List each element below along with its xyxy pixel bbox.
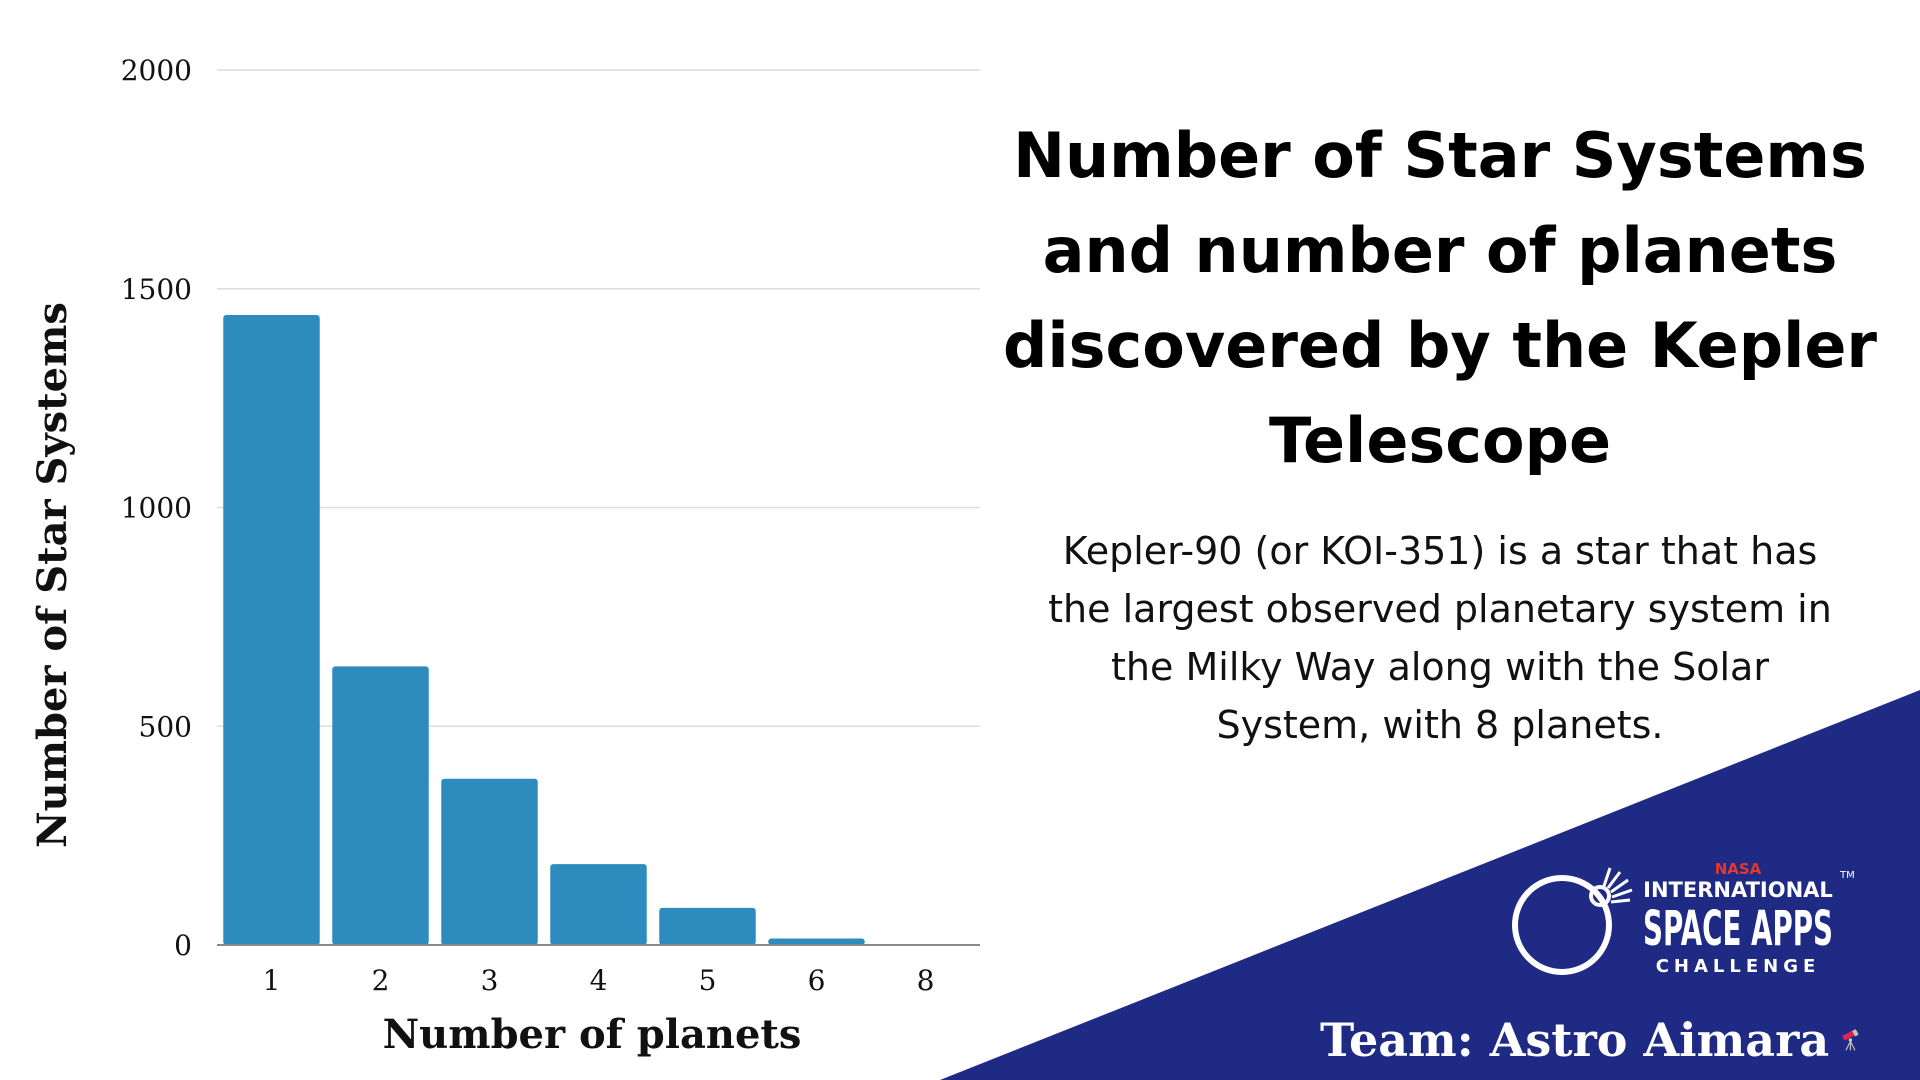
gridlines (217, 69, 980, 727)
x-tick-label: 4 (590, 964, 608, 997)
description-text: Kepler-90 (or KOI-351) is a star that ha… (1048, 529, 1832, 747)
x-tick-label: 6 (808, 964, 826, 997)
bars (223, 315, 974, 945)
logo-nasa: NASA (1715, 860, 1762, 878)
y-tick-label: 500 (139, 710, 192, 743)
bar-chart: 0 500 1000 1500 2000 1 2 3 4 5 6 8 Number of plane… (29, 54, 980, 1058)
page-title: Number of Star Systems and number of pla… (1003, 119, 1877, 477)
team-name: Team: Astro Aimara (1320, 1013, 1830, 1067)
x-tick-label: 1 (263, 964, 281, 997)
x-tick-label: 3 (481, 964, 499, 997)
y-tick-label: 0 (174, 929, 192, 962)
bar (768, 938, 865, 945)
bar (550, 864, 647, 945)
bar (659, 907, 756, 945)
logo-space-apps: SPACE APPS (1643, 901, 1833, 957)
logo-circle (1512, 875, 1612, 975)
bar (441, 778, 538, 945)
logo-international: INTERNATIONAL (1643, 878, 1833, 902)
y-tick-label: 1000 (121, 492, 192, 525)
y-tick-label: 1500 (121, 273, 192, 306)
x-tick-label: 8 (917, 964, 935, 997)
x-axis-label: Number of planets (383, 1011, 802, 1058)
y-tick-labels: 0 500 1000 1500 2000 (121, 54, 192, 962)
x-tick-label: 2 (372, 964, 390, 997)
y-tick-label: 2000 (121, 54, 192, 87)
bar (332, 666, 429, 945)
x-tick-labels: 1 2 3 4 5 6 8 (263, 964, 935, 997)
logo-challenge: CHALLENGE (1656, 956, 1821, 977)
telescope-icon (1842, 1029, 1859, 1051)
logo-small-circle (1589, 885, 1611, 907)
team-label: Team: Astro Aimara (1320, 1008, 1860, 1072)
bar (223, 315, 320, 945)
x-tick-label: 5 (699, 964, 717, 997)
space-apps-logo: NASA INTERNATIONAL SPACE APPS CHALLENGE … (1512, 860, 1855, 977)
logo-trademark: TM (1839, 870, 1855, 881)
y-axis-label: Number of Star Systems (29, 302, 76, 848)
